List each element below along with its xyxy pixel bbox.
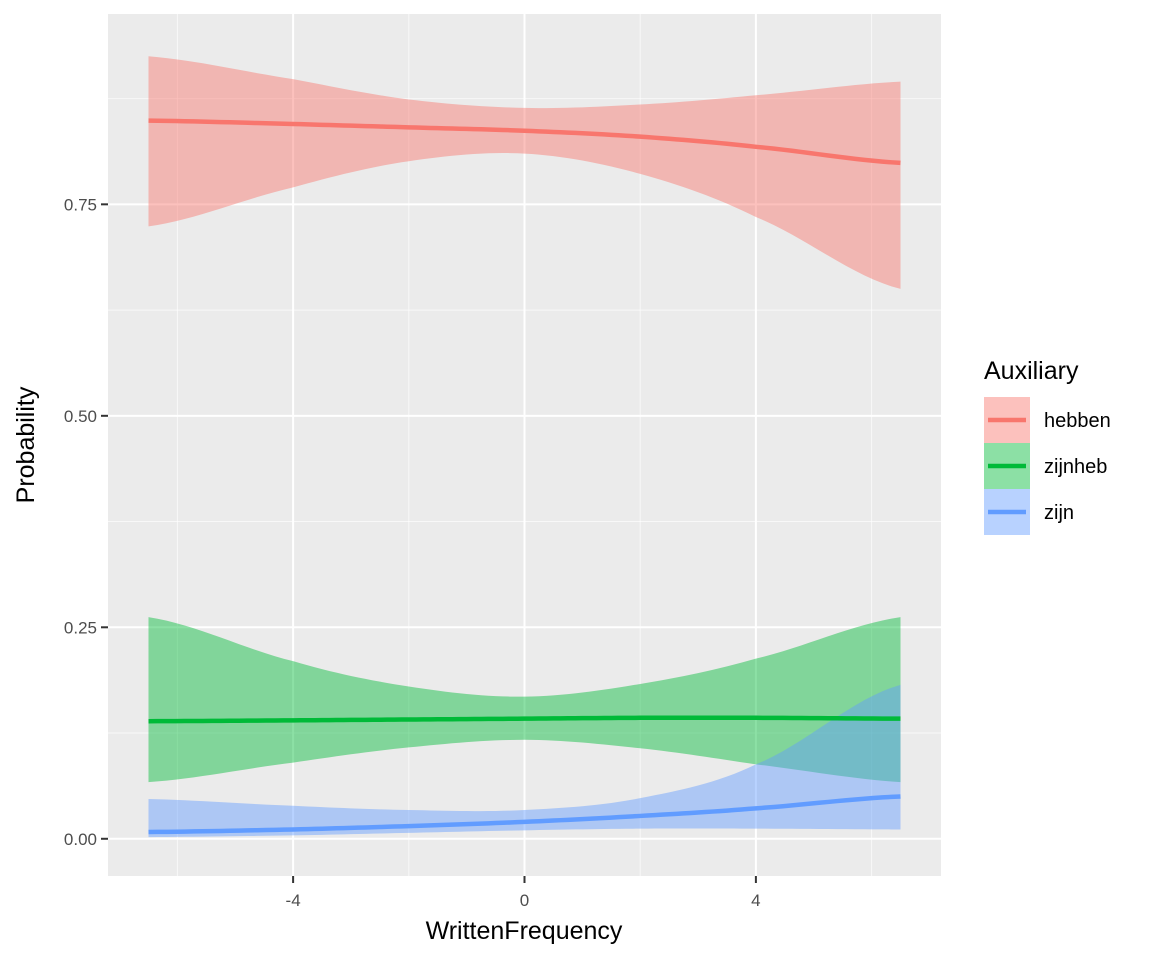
legend: Auxiliary hebben zijnheb zijn (984, 357, 1111, 535)
ribbon-zijnheb (148, 617, 901, 783)
legend-title: Auxiliary (984, 357, 1079, 385)
legend-label-hebben: hebben (1044, 410, 1111, 432)
line-zijn (148, 794, 901, 835)
y-tick-label: 0.25 (64, 618, 97, 637)
y-axis-title: Probability (12, 386, 40, 503)
x-tick-label: -4 (286, 891, 301, 910)
legend-label-zijnheb: zijnheb (1044, 456, 1107, 478)
confidence-ribbons (148, 56, 901, 838)
ribbon-hebben (148, 56, 901, 289)
y-tick-label: 0.50 (64, 407, 97, 426)
grid-major (108, 14, 941, 876)
y-tick-label: 0.75 (64, 195, 97, 214)
line-zijnheb (148, 715, 901, 724)
x-axis-title: WrittenFrequency (426, 917, 623, 945)
line-hebben (148, 118, 901, 166)
x-tick-label: 0 (520, 891, 529, 910)
legend-label-zijn: zijn (1044, 502, 1074, 524)
x-axis: -4 0 4 (286, 876, 761, 910)
ribbon-zijn (148, 684, 901, 838)
series-lines (148, 118, 901, 835)
y-tick-label: 0.00 (64, 830, 97, 849)
x-tick-label: 4 (751, 891, 760, 910)
y-axis: 0.00 0.25 0.50 0.75 (64, 195, 108, 849)
